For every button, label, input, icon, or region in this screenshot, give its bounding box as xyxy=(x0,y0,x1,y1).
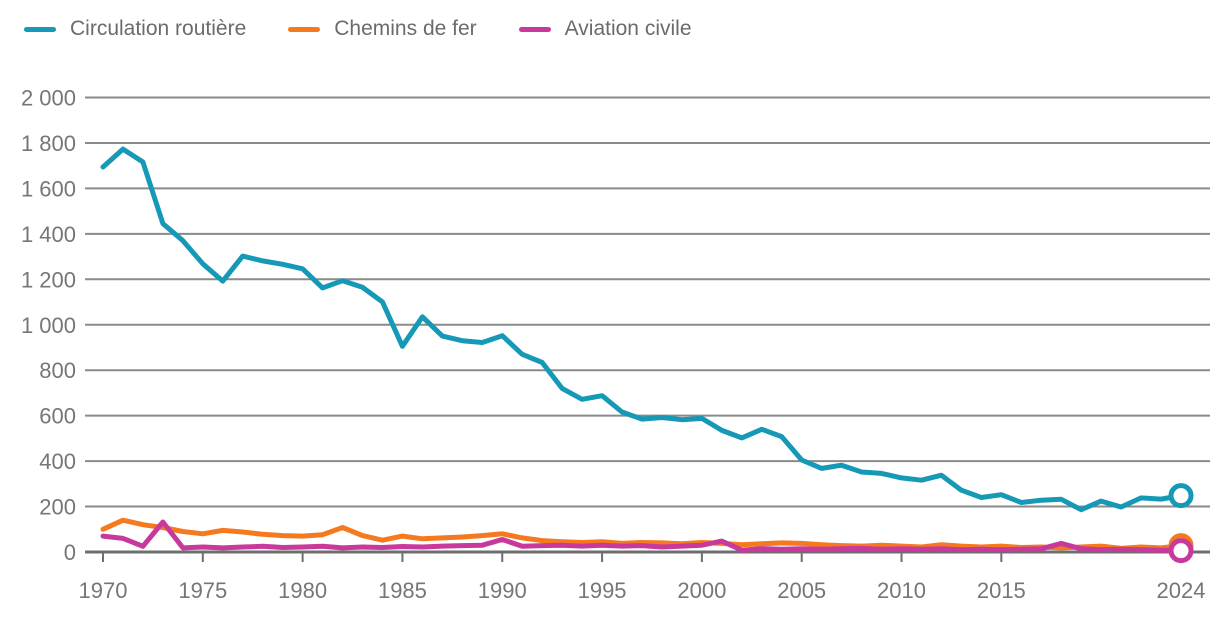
y-tick-label: 1 200 xyxy=(21,267,76,292)
y-tick-label: 2 000 xyxy=(21,86,76,111)
legend-swatch-chemins-de-fer-icon xyxy=(288,26,321,32)
y-tick-label: 800 xyxy=(39,358,76,383)
legend-label: Aviation civile xyxy=(564,17,692,40)
series-line-chemins-de-fer xyxy=(100,517,1184,551)
legend-label: Circulation routière xyxy=(70,17,247,40)
y-tick-label: 1 600 xyxy=(21,176,76,201)
x-tick-label: 1975 xyxy=(178,578,227,603)
y-tick-label: 400 xyxy=(39,449,76,474)
y-tick-label: 1 400 xyxy=(21,222,76,247)
x-tick-label: 2000 xyxy=(677,578,726,603)
legend-swatch-circulation-routiere-icon xyxy=(24,26,56,32)
y-tick-label: 1 800 xyxy=(21,131,76,156)
legend-label: Chemins de fer xyxy=(334,17,477,40)
x-tick-label: 1970 xyxy=(79,578,128,603)
legend-item-aviation-civile[interactable]: Aviation civile xyxy=(518,17,692,41)
legend-swatch-aviation-civile-icon xyxy=(518,26,551,32)
x-tick-label: 2005 xyxy=(777,578,826,603)
y-tick-label: 600 xyxy=(39,404,76,429)
series-line-circulation-routi-re xyxy=(100,146,1184,513)
y-tick-label: 1 000 xyxy=(21,313,76,338)
x-tick-label: 1985 xyxy=(378,578,427,603)
y-tick-label: 200 xyxy=(39,495,76,520)
end-marker-aviation-civile xyxy=(1168,538,1194,564)
x-tick-label: 2015 xyxy=(977,578,1026,603)
x-tick-label: 1980 xyxy=(278,578,327,603)
end-marker-circulation-routi-re xyxy=(1168,483,1194,509)
x-tick-label: 2010 xyxy=(877,578,926,603)
x-tick-label: 1990 xyxy=(478,578,527,603)
legend-item-chemins-de-fer[interactable]: Chemins de fer xyxy=(288,17,477,41)
y-tick-label: 0 xyxy=(64,540,76,565)
series-line-aviation-civile xyxy=(100,519,1184,554)
x-tick-label: 1995 xyxy=(578,578,627,603)
legend: Circulation routière Chemins de fer Avia… xyxy=(24,14,692,44)
x-tick-label: 2024 xyxy=(1157,578,1206,603)
legend-item-circulation-routiere[interactable]: Circulation routière xyxy=(24,17,246,41)
